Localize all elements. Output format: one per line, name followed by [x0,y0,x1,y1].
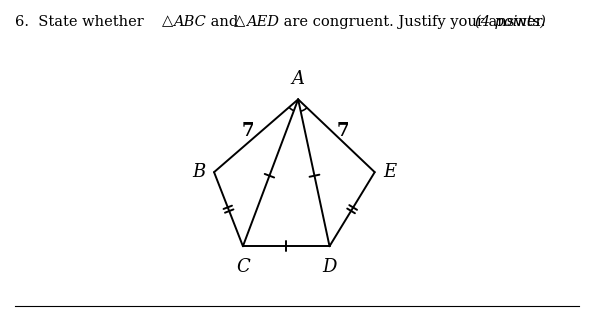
Text: AED: AED [246,15,279,29]
Text: are congruent. Justify your answer.: are congruent. Justify your answer. [279,15,545,29]
Text: ABC: ABC [173,15,206,29]
Text: 7: 7 [337,122,350,140]
Text: △: △ [162,15,173,29]
Text: E: E [384,163,397,181]
Text: and: and [206,15,243,29]
Text: A: A [292,70,305,88]
Text: D: D [323,258,337,275]
Text: B: B [192,163,206,181]
Text: △: △ [234,15,245,29]
Text: (4 points): (4 points) [475,15,546,29]
Text: C: C [236,258,250,275]
Text: 6.  State whether: 6. State whether [15,15,148,29]
Text: 7: 7 [242,122,254,140]
